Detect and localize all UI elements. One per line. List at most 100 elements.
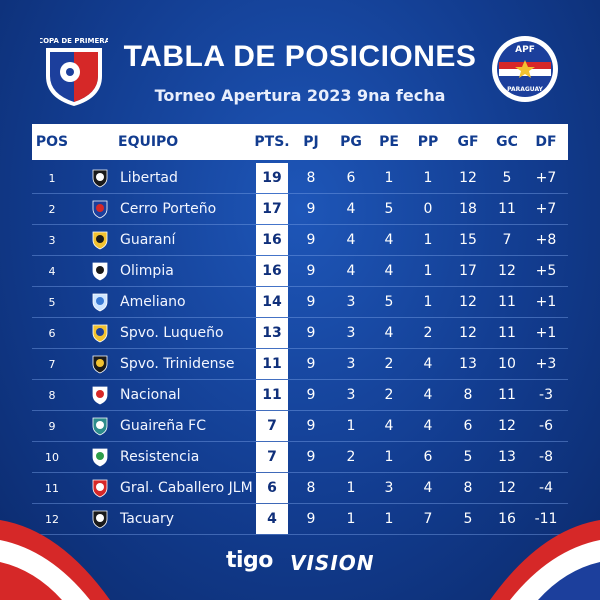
- cell-team: Spvo. Trinidense: [120, 356, 235, 372]
- cell-team: Tacuary: [120, 511, 175, 527]
- cell-pj: 9: [306, 263, 316, 279]
- cell-pts: 16: [256, 225, 288, 255]
- cell-gf: 12: [459, 325, 477, 341]
- table-row: 4 9 4 4 1 17 12 +5 16 Olimpia: [32, 256, 568, 287]
- cell-team: Guaraní: [120, 232, 176, 248]
- cell-pg: 4: [346, 263, 356, 279]
- header-pos: POS: [35, 134, 69, 150]
- resistencia-crest-icon: [92, 448, 108, 467]
- cell-pj: 9: [306, 201, 316, 217]
- cell-pj: 9: [306, 387, 316, 403]
- cell-pj: 9: [306, 449, 316, 465]
- cell-pe: 1: [384, 449, 394, 465]
- cell-gc: 7: [502, 232, 512, 248]
- caballero-crest-icon: [92, 479, 108, 498]
- cell-df: +8: [535, 232, 557, 248]
- header-gc: GC: [496, 134, 518, 150]
- cell-pg: 1: [346, 511, 356, 527]
- cell-pts: 11: [256, 380, 288, 410]
- cell-gc: 11: [498, 387, 516, 403]
- cell-pe: 4: [384, 418, 394, 434]
- table-row: 9 9 1 4 4 6 12 -6 7 Guaireña FC: [32, 411, 568, 442]
- cell-pp: 2: [423, 325, 433, 341]
- cell-pg: 3: [346, 294, 356, 310]
- guarani-crest-icon: [92, 231, 108, 250]
- header-pe: PE: [379, 134, 399, 150]
- cell-pj: 9: [306, 418, 316, 434]
- cell-pts: 13: [256, 318, 288, 348]
- cell-gc: 12: [498, 480, 516, 496]
- cell-pe: 2: [384, 356, 394, 372]
- guairena-crest-icon: [92, 417, 108, 436]
- cell-gc: 11: [498, 201, 516, 217]
- cell-pos: 10: [45, 451, 59, 464]
- cell-df: -8: [539, 449, 553, 465]
- cell-pos: 1: [48, 172, 56, 185]
- cell-team: Ameliano: [120, 294, 186, 310]
- cell-pts: 4: [256, 504, 288, 534]
- cell-pg: 2: [346, 449, 356, 465]
- table-row: 11 8 1 3 4 8 12 -4 6 Gral. Caballero JLM: [32, 473, 568, 504]
- cell-pg: 6: [346, 170, 356, 186]
- table-row: 2 9 4 5 0 18 11 +7 17 Cerro Porteño: [32, 194, 568, 225]
- cell-pp: 1: [423, 294, 433, 310]
- cell-pp: 4: [423, 480, 433, 496]
- cell-pos: 6: [48, 327, 56, 340]
- cell-pg: 3: [346, 387, 356, 403]
- header-pg: PG: [340, 134, 362, 150]
- cell-pj: 9: [306, 356, 316, 372]
- table-row: 8 9 3 2 4 8 11 -3 11 Nacional: [32, 380, 568, 411]
- cell-pj: 8: [306, 480, 316, 496]
- libertad-crest-icon: [92, 169, 108, 188]
- cell-pe: 5: [384, 294, 394, 310]
- cell-gf: 17: [459, 263, 477, 279]
- cell-team: Spvo. Luqueño: [120, 325, 224, 341]
- cell-pts: 7: [256, 411, 288, 441]
- cell-gc: 12: [498, 418, 516, 434]
- table-header: POS EQUIPO PTS. PJ PG PE PP GF GC DF: [32, 124, 568, 160]
- cell-pp: 4: [423, 418, 433, 434]
- vision-sponsor-logo: VISION: [290, 551, 375, 575]
- cell-pg: 1: [346, 480, 356, 496]
- cell-gf: 12: [459, 294, 477, 310]
- nacional-crest-icon: [92, 386, 108, 405]
- cell-df: +7: [535, 201, 557, 217]
- cell-df: -11: [534, 511, 558, 527]
- cell-pos: 3: [48, 234, 56, 247]
- cell-df: +3: [535, 356, 557, 372]
- decorative-swoosh-right: [490, 520, 600, 600]
- cell-pe: 1: [384, 511, 394, 527]
- cell-team: Nacional: [120, 387, 181, 403]
- cell-pe: 4: [384, 263, 394, 279]
- cell-pj: 9: [306, 325, 316, 341]
- cell-gc: 16: [498, 511, 516, 527]
- cell-gf: 5: [463, 511, 473, 527]
- cell-gc: 10: [498, 356, 516, 372]
- cell-pos: 7: [48, 358, 56, 371]
- cell-pg: 4: [346, 201, 356, 217]
- table-row: 5 9 3 5 1 12 11 +1 14 Ameliano: [32, 287, 568, 318]
- header-equipo: EQUIPO: [118, 134, 179, 150]
- cell-pe: 4: [384, 232, 394, 248]
- page-title: TABLA DE POSICIONES: [123, 40, 477, 73]
- copa-de-primera-logo: COPA DE PRIMERA: [40, 37, 108, 106]
- cell-df: +1: [535, 325, 557, 341]
- header-gf: GF: [457, 134, 479, 150]
- cell-pts: 14: [256, 287, 288, 317]
- cell-pg: 3: [346, 325, 356, 341]
- cell-pp: 7: [423, 511, 433, 527]
- luqueno-crest-icon: [92, 324, 108, 343]
- tigo-sponsor-logo: tigo: [226, 548, 273, 573]
- olimpia-crest-icon: [92, 262, 108, 281]
- cell-team: Cerro Porteño: [120, 201, 217, 217]
- cell-df: +7: [535, 170, 557, 186]
- cerro-porteno-crest-icon: [92, 200, 108, 219]
- standings-table: 1 8 6 1 1 12 5 +7 19 Libertad 2 9 4 5 0 18 11 +7 17 Cerro P…: [32, 163, 568, 535]
- cell-df: -3: [539, 387, 553, 403]
- cell-pe: 4: [384, 325, 394, 341]
- cell-gf: 5: [463, 449, 473, 465]
- cell-pp: 1: [423, 232, 433, 248]
- right-logo-text-top: APF: [515, 45, 535, 55]
- page-subtitle: Torneo Apertura 2023 9na fecha: [154, 86, 446, 105]
- ameliano-crest-icon: [92, 293, 108, 312]
